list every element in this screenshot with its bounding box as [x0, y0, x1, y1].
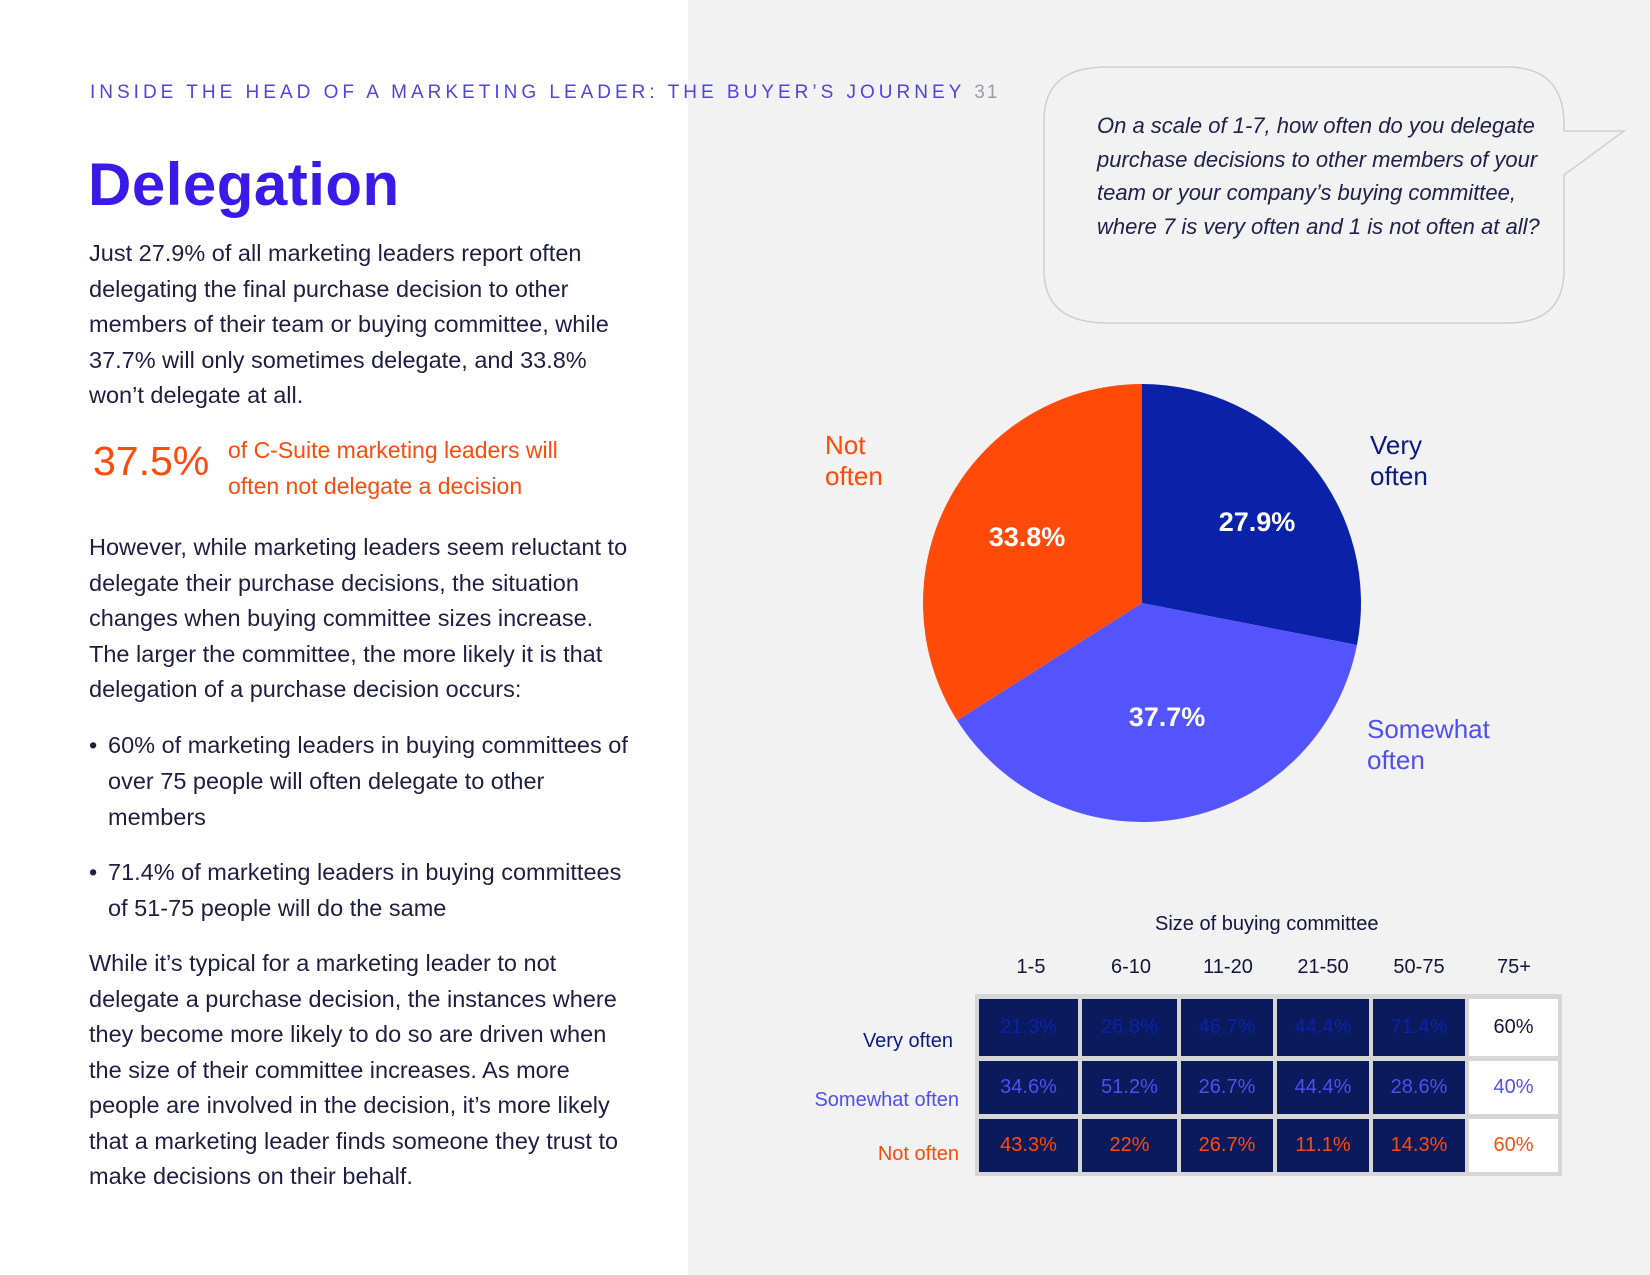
- stat-value: 37.5%: [93, 438, 210, 484]
- legend-somewhat-often: Somewhat often: [1367, 714, 1490, 775]
- bullet-list: 60% of marketing leaders in buying commi…: [89, 727, 629, 945]
- table-cell: 60%: [1469, 999, 1558, 1056]
- table-cell: 28.6%: [1373, 1061, 1465, 1114]
- speech-bubble-shape: [1043, 66, 1627, 324]
- column-header: 6-10: [1110, 956, 1152, 978]
- survey-question: On a scale of 1-7, how often do you dele…: [1097, 113, 1540, 239]
- pie-slice-very-often: [1142, 384, 1361, 645]
- stat-text: of C-Suite marketing leaders will often …: [228, 437, 558, 499]
- table-cell: 46.7%: [1181, 999, 1273, 1056]
- bullet-item: 71.4% of marketing leaders in buying com…: [89, 854, 629, 926]
- column-header: 11-20: [1203, 956, 1253, 978]
- table-cell: 40%: [1469, 1061, 1558, 1114]
- running-head: INSIDE THE HEAD OF A MARKETING LEADER: T…: [90, 82, 999, 104]
- legend-not-often: Not often: [825, 430, 883, 491]
- table-cell: 11.1%: [1277, 1119, 1369, 1172]
- table-cell: 21.3%: [979, 999, 1078, 1056]
- table-cell: 34.6%: [979, 1061, 1078, 1114]
- table-cell: 26.7%: [1181, 1119, 1273, 1172]
- table-cell: 26.8%: [1082, 999, 1177, 1056]
- column-header: 75+: [1497, 956, 1531, 978]
- column-header: 50-75: [1393, 956, 1445, 978]
- running-head-text: INSIDE THE HEAD OF A MARKETING LEADER: T…: [90, 82, 965, 103]
- table-cell: 51.2%: [1082, 1061, 1177, 1114]
- row-label: Somewhat often: [814, 1089, 959, 1111]
- table-cell: 71.4%: [1373, 999, 1465, 1056]
- row-label: Very often: [862, 1030, 953, 1052]
- pie-value-label: 37.7%: [1129, 702, 1206, 732]
- table-cell: 22%: [1082, 1119, 1177, 1172]
- column-header: 1-5: [1016, 956, 1046, 978]
- page-number: 31: [974, 82, 1000, 103]
- table-cell: 26.7%: [1181, 1061, 1273, 1114]
- table-cell: 44.4%: [1277, 1061, 1369, 1114]
- table-cell: 60%: [1469, 1119, 1558, 1172]
- bullet-item: 60% of marketing leaders in buying commi…: [89, 727, 629, 835]
- pie-slice-somewhat-often: [957, 603, 1357, 822]
- delegation-pie-chart: 27.9% 37.7% 33.8%: [923, 384, 1361, 822]
- pie-value-label: 27.9%: [1219, 507, 1296, 537]
- table-title: Size of buying committee: [1155, 913, 1379, 935]
- body-paragraph-3: While it’s typical for a marketing leade…: [89, 950, 619, 1189]
- body-paragraph-2: However, while marketing leaders seem re…: [89, 534, 628, 702]
- legend-very-often: Very often: [1370, 430, 1428, 491]
- column-header: 21-50: [1297, 956, 1349, 978]
- table-cell: 44.4%: [1277, 999, 1369, 1056]
- intro-paragraph: Just 27.9% of all marketing leaders repo…: [89, 240, 609, 408]
- pie-slice-not-often: [923, 384, 1142, 721]
- table-cell: 14.3%: [1373, 1119, 1465, 1172]
- row-label: Not often: [877, 1143, 959, 1165]
- pie-value-label: 33.8%: [989, 522, 1066, 552]
- question-speech-bubble: On a scale of 1-7, how often do you dele…: [1042, 65, 1650, 335]
- delegation-table: 21.3% 26.8% 46.7% 44.4% 71.4% 60% 34.6% 51.2% 26…: [975, 994, 1562, 1176]
- page-title: Delegation: [88, 151, 400, 218]
- table-cell: 43.3%: [979, 1119, 1078, 1172]
